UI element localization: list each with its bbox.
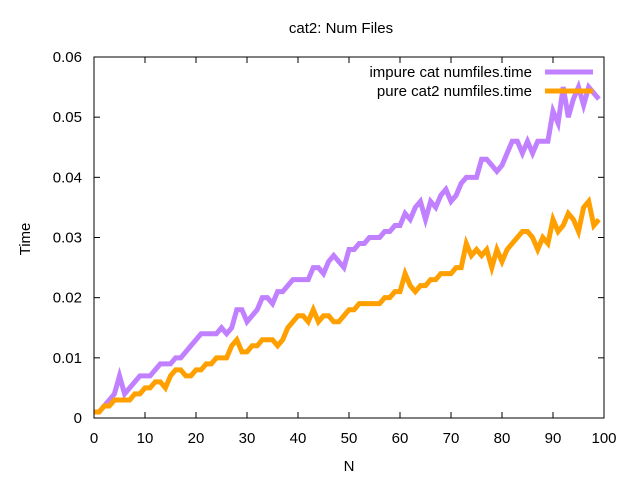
legend: impure cat numfiles.time pure cat2 numfil… <box>369 64 593 100</box>
x-tick-label: 80 <box>494 430 511 447</box>
y-tick-label: 0 <box>74 410 82 427</box>
x-tick-label: 40 <box>290 430 307 447</box>
legend-label-2: pure cat2 numfiles.time <box>377 83 532 100</box>
series-line-2 <box>94 195 601 415</box>
x-tick-label: 60 <box>392 430 409 447</box>
y-axis-label: Time <box>17 223 34 256</box>
x-axis-label: N <box>344 458 355 475</box>
x-tick-label: 50 <box>341 430 358 447</box>
x-tick-label: 30 <box>239 430 256 447</box>
series-group <box>94 79 601 415</box>
y-tick-label: 0.02 <box>53 290 82 307</box>
y-tick-label: 0.05 <box>53 109 82 126</box>
x-tick-label: 70 <box>443 430 460 447</box>
x-tick-label: 0 <box>90 430 98 447</box>
plot-frame <box>93 56 605 419</box>
x-tick-label: 20 <box>188 430 205 447</box>
x-tick-label: 90 <box>545 430 562 447</box>
x-tick-label: 10 <box>137 430 154 447</box>
y-tick-label: 0.03 <box>53 230 82 247</box>
series-line-1 <box>94 79 601 415</box>
y-tick-label: 0.04 <box>53 169 82 186</box>
axis-ticks: 0 10 20 30 40 50 60 70 80 90 100 0 0.01 0.02 0.03 0.04 0… <box>53 49 617 447</box>
x-tick-label: 100 <box>591 430 616 447</box>
legend-label-1: impure cat numfiles.time <box>369 64 532 81</box>
chart-title: cat2: Num Files <box>289 20 393 37</box>
y-tick-label: 0.01 <box>53 350 82 367</box>
y-tick-label: 0.06 <box>53 49 82 66</box>
